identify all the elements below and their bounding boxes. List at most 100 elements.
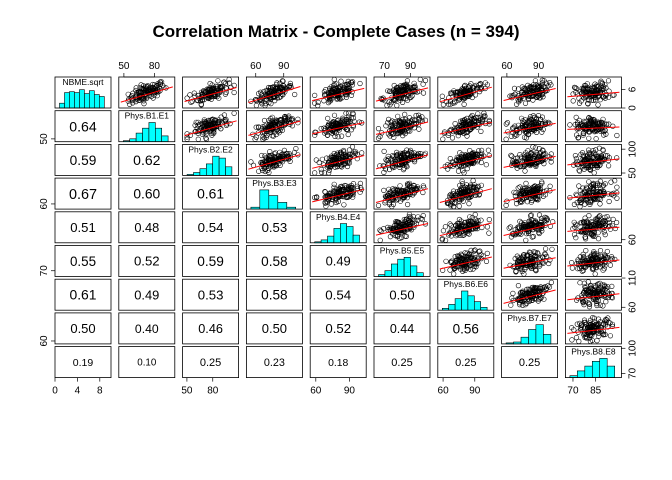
panel-frame (373, 211, 431, 244)
panel-r2-c0: 0.59 (54, 143, 112, 176)
scatter-point (267, 149, 273, 155)
scatter-point (461, 118, 467, 124)
panel-r2-c5 (373, 143, 431, 176)
scatter-point (266, 122, 272, 128)
bottom-axis-tick-label: 70 (567, 386, 579, 397)
scatter-point (586, 114, 592, 121)
scatter-point (466, 185, 473, 191)
scatter-point (504, 120, 511, 126)
panel-r3-c3: Phys.B3.E3 (245, 177, 303, 210)
bottom-axis-tick-label: 4 (75, 386, 81, 397)
scatter-point (467, 255, 474, 261)
panel-frame (565, 110, 622, 143)
panel-frame (182, 177, 240, 210)
scatter-point (218, 126, 224, 132)
scatter-point (533, 82, 539, 88)
correlation-value: 0.64 (69, 118, 97, 134)
scatter-point (540, 94, 546, 100)
scatter-point (588, 254, 594, 260)
panel-frame (182, 211, 240, 244)
scatter-point (346, 160, 353, 166)
scatter-point (335, 198, 341, 205)
scatter-point (312, 129, 318, 135)
smoother-line (248, 154, 301, 170)
scatter-point (503, 121, 509, 127)
scatter-point (530, 82, 537, 88)
scatter-point (419, 114, 425, 120)
panel-frame (54, 143, 112, 176)
scatter-point (274, 158, 280, 164)
scatter-point (542, 214, 548, 220)
scatter-point (612, 225, 618, 232)
histogram-bar (74, 92, 80, 109)
histogram-bar (591, 360, 601, 378)
scatter-point (387, 133, 393, 139)
panel-r2-c7 (501, 143, 559, 176)
panel-r6-c2: 0.53 (182, 278, 240, 311)
scatter-point (581, 319, 588, 326)
scatter-point (130, 100, 136, 106)
correlation-value: 0.50 (389, 287, 414, 302)
scatter-point (532, 119, 538, 126)
histogram-bar (64, 92, 70, 109)
scatter-point (349, 144, 356, 150)
scatter-point (600, 94, 606, 100)
scatter-point (587, 332, 594, 338)
scatter-points (439, 80, 492, 108)
scatter-point (407, 226, 413, 232)
scatter-point (517, 218, 523, 224)
scatter-point (588, 118, 594, 124)
scatter-points (312, 180, 365, 209)
scatter-point (475, 111, 481, 117)
panel-frame (565, 245, 622, 277)
scatter-point (477, 248, 483, 254)
scatter-point (594, 282, 601, 288)
scatter-point (543, 187, 550, 193)
scatter-point (462, 192, 468, 198)
scatter-point (599, 219, 606, 225)
scatter-point (470, 178, 476, 184)
scatter-point (582, 236, 589, 242)
scatter-point (604, 214, 610, 220)
scatter-point (602, 322, 609, 328)
scatter-point (280, 89, 286, 95)
scatter-point (478, 252, 484, 258)
scatter-point (587, 117, 593, 124)
scatter-point (336, 155, 342, 162)
scatter-point (352, 150, 358, 157)
scatter-point (222, 91, 228, 97)
correlation-value: 0.49 (326, 254, 351, 269)
panel-frame (245, 211, 303, 244)
histogram-bar (528, 329, 537, 345)
scatter-point (141, 100, 147, 107)
scatter-point (597, 178, 604, 184)
scatter-point (597, 201, 603, 207)
scatter-point (157, 79, 163, 85)
scatter-points (439, 110, 492, 142)
panel-r1-c3 (245, 110, 303, 143)
scatter-point (607, 320, 613, 326)
top-axis-tick-label: 60 (250, 61, 262, 72)
scatter-point (457, 150, 463, 156)
scatter-point (523, 123, 529, 129)
panel-r5-c6 (437, 245, 495, 277)
scatter-point (406, 214, 412, 220)
correlation-value: 0.44 (390, 322, 414, 336)
scatter-point (348, 92, 355, 98)
scatter-point (354, 156, 360, 162)
scatter-point (467, 214, 473, 220)
histogram-bar (218, 157, 226, 176)
panel-r5-c0: 0.55 (54, 245, 112, 277)
scatter-point (333, 197, 339, 203)
panel-frame (309, 143, 367, 176)
scatter-point (477, 80, 484, 87)
scatter-point (588, 199, 594, 206)
panel-r6-c1: 0.49 (118, 278, 176, 311)
histogram-bar (410, 265, 418, 277)
scatter-point (601, 132, 607, 138)
scatter-point (263, 100, 269, 107)
scatter-point (594, 301, 600, 307)
scatter-point (344, 194, 350, 200)
scatter-point (536, 88, 542, 94)
scatter-point (587, 285, 594, 291)
